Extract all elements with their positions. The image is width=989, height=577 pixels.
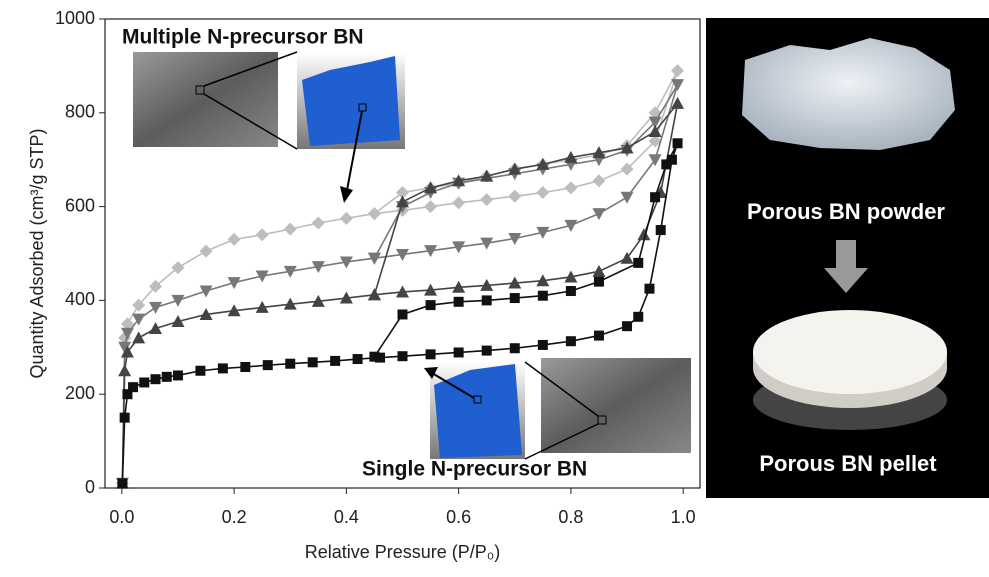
y-axis-label: Quantity Adsorbed (cm³/g STP) [27,128,47,378]
marker [369,352,379,362]
marker [240,362,250,372]
marker [566,286,576,296]
marker [120,413,130,423]
marker [132,331,145,343]
arrow-head [340,186,353,203]
marker [482,346,492,356]
marker [622,321,632,331]
annotation: Multiple N-precursor BN [122,26,364,49]
marker [263,360,273,370]
marker [171,295,184,307]
sem-image [541,358,691,453]
marker [151,374,161,384]
marker [149,322,162,334]
marker [312,217,325,230]
marker [510,293,520,303]
pellet-top [753,310,947,394]
marker [538,291,548,301]
marker [673,138,683,148]
marker [482,295,492,305]
marker [454,297,464,307]
marker [353,354,363,364]
photo-caption: Porous BN pellet [759,451,937,476]
marker [368,207,381,220]
x-tick-label: 0.0 [109,507,134,527]
y-tick-label: 0 [85,477,95,497]
marker [452,196,465,209]
marker [256,228,269,241]
marker [656,225,666,235]
powder [742,38,955,150]
y-tick-label: 600 [65,195,95,215]
marker [592,208,605,220]
x-tick-label: 0.8 [558,507,583,527]
marker [633,312,643,322]
x-tick-label: 1.0 [671,507,696,527]
marker [508,190,521,203]
marker [195,366,205,376]
photo-caption: Porous BN powder [747,199,945,224]
marker [200,245,213,258]
arrow [836,240,856,270]
marker [149,302,162,314]
marker [649,154,662,166]
marker [594,331,604,341]
marker [398,351,408,361]
y-tick-label: 1000 [55,8,95,28]
marker [228,233,241,246]
marker [424,200,437,213]
marker [218,363,228,373]
marker [592,174,605,187]
marker [538,340,548,350]
marker [644,284,654,294]
inset-single [424,358,691,459]
marker [128,382,138,392]
marker [398,309,408,319]
y-tick-label: 800 [65,102,95,122]
inset-multiple [133,52,405,203]
x-tick-label: 0.2 [222,507,247,527]
marker [162,372,172,382]
marker [426,300,436,310]
photo-panel: Porous BN powder Porous BN pellet [706,18,989,498]
marker [285,359,295,369]
annotation: Single N-precursor BN [362,458,587,481]
marker [650,192,660,202]
marker [330,356,340,366]
marker [564,181,577,194]
marker [510,343,520,353]
marker [284,223,297,236]
x-tick-label: 0.6 [446,507,471,527]
x-axis-label: Relative Pressure (P/P₀) [305,542,501,562]
marker [117,478,127,488]
marker [633,258,643,268]
marker [480,193,493,206]
marker [566,336,576,346]
marker [173,370,183,380]
figure: 0.0 0.2 0.4 0.6 0.8 1.0 0 200 400 600 800 1000 Relat… [0,0,989,577]
marker [139,377,149,387]
marker [308,357,318,367]
marker [661,159,671,169]
marker [621,192,634,204]
marker [200,286,213,298]
marker [671,64,684,77]
marker [426,349,436,359]
y-tick-label: 400 [65,289,95,309]
x-tick-label: 0.4 [334,507,359,527]
marker [118,364,131,376]
marker [594,277,604,287]
marker [340,212,353,225]
marker [228,277,241,289]
marker [621,252,634,264]
marker [454,347,464,357]
y-tick-label: 200 [65,383,95,403]
marker [592,265,605,277]
marker [536,186,549,199]
